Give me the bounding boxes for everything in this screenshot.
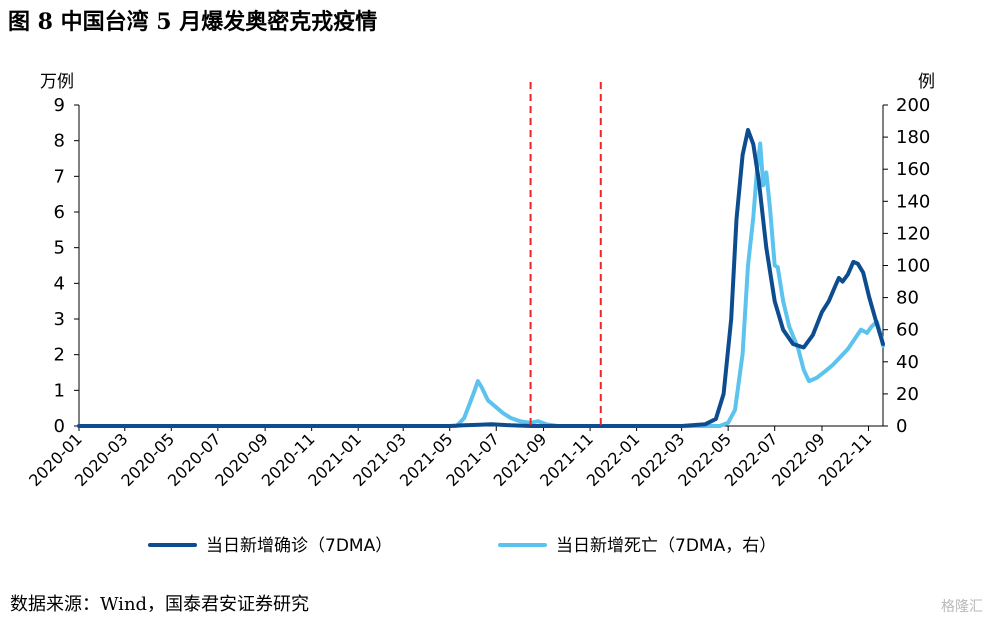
left-tick-label: 3 <box>54 309 65 330</box>
left-tick-label: 0 <box>54 416 65 437</box>
right-tick-label: 140 <box>896 191 930 212</box>
legend-label-daily-cases: 当日新增确诊（7DMA） <box>206 536 392 556</box>
left-axis-unit: 万例 <box>40 72 74 92</box>
left-tick-label: 4 <box>54 273 65 294</box>
right-tick-label: 60 <box>896 320 919 341</box>
series-line-daily-cases <box>77 128 885 428</box>
right-tick-label: 180 <box>896 127 930 148</box>
right-tick-label: 160 <box>896 159 930 180</box>
chart-legend: 当日新增确诊（7DMA） 当日新增死亡（7DMA，右） <box>148 536 776 556</box>
source-note: 数据来源：Wind，国泰君安证券研究 <box>10 594 310 615</box>
right-tick-label: 100 <box>896 256 930 277</box>
left-tick-label: 6 <box>54 202 65 223</box>
right-tick-label: 0 <box>896 416 907 437</box>
left-tick-label: 8 <box>54 131 65 152</box>
left-tick-label: 2 <box>54 345 65 366</box>
chart: 0 1 2 3 4 5 6 7 8 9 0 20 40 60 80 100 120 140 160 180 200 万例 例… <box>25 72 935 556</box>
watermark: 格隆汇 <box>941 599 983 615</box>
series-line-daily-deaths <box>77 141 885 428</box>
right-axis-unit: 例 <box>918 72 935 92</box>
right-tick-label: 20 <box>896 384 919 405</box>
left-tick-label: 1 <box>54 380 65 401</box>
right-tick-label: 120 <box>896 223 930 244</box>
right-tick-label: 80 <box>896 288 919 309</box>
right-tick-label: 40 <box>896 352 919 373</box>
chart-markers <box>529 82 602 426</box>
left-tick-label: 7 <box>54 166 65 187</box>
left-tick-label: 9 <box>54 95 65 116</box>
legend-label-daily-deaths: 当日新增死亡（7DMA，右） <box>556 536 776 556</box>
chart-series <box>77 128 885 428</box>
chart-title: 图 8 中国台湾 5 月爆发奥密克戎疫情 <box>8 9 378 35</box>
right-tick-label: 200 <box>896 95 930 116</box>
left-tick-label: 5 <box>54 238 65 259</box>
